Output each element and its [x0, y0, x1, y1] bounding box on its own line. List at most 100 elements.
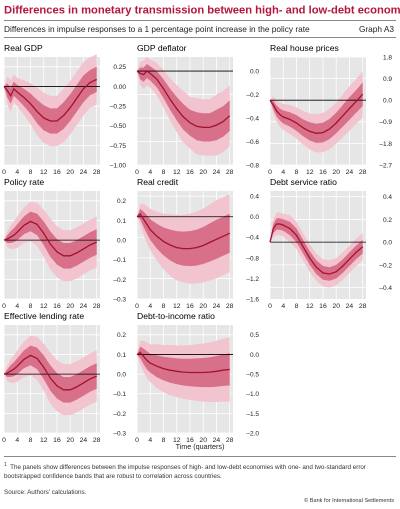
x-tick-label: 4	[148, 437, 152, 444]
x-tick-label: 4	[15, 169, 19, 176]
y-tick-label: 0.0	[117, 371, 126, 378]
outer-confidence-band	[4, 54, 97, 147]
y-tick-label: 0.0	[250, 352, 259, 359]
x-tick-label: 24	[80, 169, 88, 176]
x-tick-label: 8	[295, 169, 299, 176]
x-tick-label: 8	[295, 303, 299, 310]
y-tick-label: 0.2	[117, 198, 126, 205]
y-tick-label: 0.4	[250, 194, 259, 201]
inner-confidence-band	[270, 218, 363, 281]
x-tick-label: 28	[93, 303, 101, 310]
x-tick-label: 24	[80, 303, 88, 310]
point-estimate-line	[136, 213, 230, 250]
x-tick-label: 0	[268, 303, 272, 310]
y-tick-label: 0.1	[117, 218, 126, 225]
x-tick-label: 12	[306, 169, 314, 176]
y-tick-label: –0.8	[246, 162, 259, 169]
x-tick-label: 20	[332, 169, 340, 176]
panel-title: Real credit	[137, 177, 179, 187]
x-tick-label: 4	[15, 303, 19, 310]
y-tick-label: –0.75	[110, 143, 127, 150]
panel-2: GDP deflator 0 4 8 12 16 20 24 28 0.0 –0.2 –0.4 –0.6…	[135, 43, 259, 176]
y-tick-label: –1.8	[379, 141, 392, 148]
x-tick-label: 8	[162, 169, 166, 176]
y-tick-label: –1.2	[246, 276, 259, 283]
graph-id: Graph A3	[358, 24, 394, 34]
y-tick-label: –0.8	[246, 255, 259, 262]
x-tick-label: 24	[80, 437, 88, 444]
x-tick-label: 12	[306, 303, 314, 310]
x-tick-label: 24	[346, 303, 354, 310]
y-tick-label: –1.5	[246, 411, 259, 418]
x-tick-label: 20	[66, 303, 74, 310]
x-tick-label: 28	[226, 303, 234, 310]
y-tick-label: 0.9	[383, 76, 392, 83]
y-tick-label: 0.1	[117, 352, 126, 359]
x-tick-label: 28	[226, 169, 234, 176]
footnote-rule	[4, 456, 396, 457]
y-tick-label: –2.0	[246, 430, 259, 437]
x-tick-label: 24	[213, 169, 221, 176]
y-tick-label: –0.5	[246, 371, 259, 378]
x-tick-label: 8	[29, 303, 33, 310]
point-estimate-line	[269, 223, 364, 275]
x-tick-label: 28	[93, 437, 101, 444]
y-tick-label: –0.50	[110, 123, 127, 130]
y-tick-label: 0.2	[383, 217, 392, 224]
subtitle-rule	[4, 37, 396, 38]
panel-title: Policy rate	[4, 177, 44, 187]
y-tick-label: 0.0	[117, 237, 126, 244]
x-tick-label: 16	[186, 169, 194, 176]
x-tick-label: 8	[29, 437, 33, 444]
point-estimate-line	[3, 78, 97, 122]
x-tick-label: 4	[15, 437, 19, 444]
y-tick-label: 0.0	[383, 98, 392, 105]
panel-8: Debt-to-income ratio 0 4 8 12 16 20 24 28 0.5 0.0 –…	[135, 311, 259, 444]
y-tick-label: –0.2	[379, 262, 392, 269]
x-tick-label: 12	[40, 169, 48, 176]
y-tick-label: –0.1	[113, 391, 126, 398]
panel-title: GDP deflator	[137, 43, 187, 53]
y-tick-label: 0.5	[250, 332, 259, 339]
copyright: © Bank for International Settlements	[304, 498, 394, 504]
panel-title: Debt service ratio	[270, 177, 337, 187]
x-tick-label: 4	[281, 169, 285, 176]
inner-confidence-band	[137, 346, 230, 388]
y-tick-label: 0.00	[113, 84, 126, 91]
source-note: Source: Authors' calculations.	[4, 489, 87, 496]
x-tick-label: 20	[199, 437, 207, 444]
x-tick-label: 8	[162, 437, 166, 444]
y-tick-label: –1.0	[246, 391, 259, 398]
y-tick-label: 1.8	[383, 54, 392, 61]
y-tick-label: 0.0	[250, 214, 259, 221]
y-tick-label: –1.00	[110, 162, 127, 169]
x-tick-label: 0	[135, 303, 139, 310]
x-tick-label: 28	[226, 437, 234, 444]
y-tick-label: –0.3	[113, 296, 126, 303]
point-estimate-line	[269, 93, 364, 134]
point-estimate-line	[3, 220, 97, 257]
y-tick-label: –0.4	[379, 285, 392, 292]
common-x-axis-label: Time (quarters)	[175, 442, 225, 451]
y-tick-label: 0.25	[113, 64, 126, 71]
panel-4: Policy rate 0 4 8 12 16 20 24 28 0.2 0.1 0.0 –0.1 –0.…	[2, 177, 126, 310]
y-tick-label: –0.1	[113, 257, 126, 264]
x-tick-label: 0	[2, 437, 6, 444]
y-tick-label: –0.6	[246, 139, 259, 146]
y-tick-label: –0.2	[113, 411, 126, 418]
y-tick-label: –0.9	[379, 119, 392, 126]
y-tick-label: –0.4	[246, 235, 259, 242]
y-tick-label: –0.3	[113, 430, 126, 437]
panel-title: Effective lending rate	[4, 311, 84, 321]
y-tick-label: –0.2	[113, 277, 126, 284]
y-tick-label: 0.2	[117, 332, 126, 339]
x-tick-label: 4	[148, 169, 152, 176]
x-tick-label: 16	[186, 437, 194, 444]
point-estimate-line	[3, 354, 97, 391]
panel-7: Effective lending rate 0 4 8 12 16 20 24 28 0.2 0.…	[2, 311, 126, 444]
inner-confidence-band	[4, 66, 97, 134]
x-tick-label: 0	[2, 169, 6, 176]
x-tick-label: 4	[148, 303, 152, 310]
x-tick-label: 12	[173, 437, 181, 444]
